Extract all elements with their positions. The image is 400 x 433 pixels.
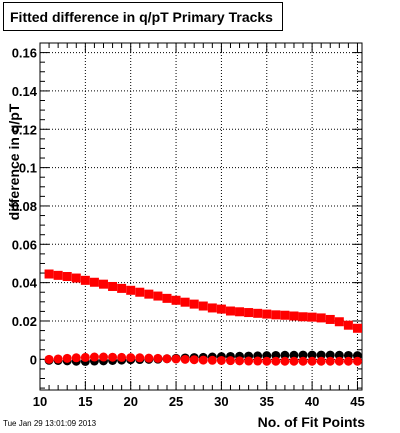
- y-tick-label: 0.06: [12, 237, 37, 252]
- y-tick-label: 0.08: [12, 199, 37, 214]
- data-point-circle: [189, 355, 199, 365]
- data-point-square: [98, 279, 108, 289]
- data-layer: [44, 269, 362, 366]
- data-point-circle: [126, 353, 136, 363]
- data-point-circle: [44, 354, 54, 364]
- x-tick-label: 35: [260, 394, 274, 409]
- data-point-circle: [135, 353, 145, 363]
- y-axis-label: difference in q/pT: [6, 103, 22, 220]
- data-point-circle: [334, 356, 344, 366]
- y-tick-label: 0.02: [12, 314, 37, 329]
- data-point-circle: [216, 355, 226, 365]
- data-point-circle: [307, 356, 317, 366]
- data-point-square: [108, 281, 118, 291]
- data-point-circle: [62, 353, 72, 363]
- axis-layer: 10 15 20 25 30 35 40 45 0 0.02 0.04 0.06 0.08 0.1 0.12…: [12, 42, 365, 409]
- data-point-circle: [271, 356, 281, 366]
- x-tick-label: 10: [33, 394, 47, 409]
- data-point-circle: [207, 355, 217, 365]
- data-point-square: [307, 312, 317, 322]
- y-tick-label: 0.16: [12, 46, 37, 61]
- data-point-square: [198, 301, 208, 311]
- y-tick-label: 0.1: [19, 161, 37, 176]
- data-point-circle: [289, 356, 299, 366]
- data-point-square: [280, 310, 290, 320]
- plot-frame: [39, 42, 363, 391]
- data-point-circle: [325, 356, 335, 366]
- data-point-square: [325, 314, 335, 324]
- data-point-circle: [71, 353, 81, 363]
- data-point-circle: [180, 354, 190, 364]
- data-point-square: [216, 304, 226, 314]
- data-point-circle: [298, 356, 308, 366]
- data-point-square: [135, 287, 145, 297]
- data-point-circle: [89, 352, 99, 362]
- y-tick-label: 0: [30, 352, 37, 367]
- y-tick-label: 0.04: [12, 276, 38, 291]
- data-point-square: [53, 270, 63, 280]
- data-point-circle: [253, 356, 263, 366]
- data-point-circle: [352, 356, 362, 366]
- data-point-square: [334, 317, 344, 327]
- data-point-circle: [117, 352, 127, 362]
- data-point-circle: [225, 356, 235, 366]
- data-point-square: [352, 323, 362, 333]
- data-point-square: [298, 312, 308, 322]
- y-tick-label: 0.14: [12, 84, 38, 99]
- x-tick-label: 20: [123, 394, 137, 409]
- data-point-square: [144, 289, 154, 299]
- x-tick-label: 25: [169, 394, 183, 409]
- data-point-square: [162, 293, 172, 303]
- data-point-square: [189, 299, 199, 309]
- chart-title: Fitted difference in q/pT Primary Tracks: [10, 9, 273, 25]
- data-point-circle: [198, 355, 208, 365]
- data-point-square: [207, 303, 217, 313]
- data-point-square: [71, 273, 81, 283]
- data-point-square: [80, 275, 90, 285]
- data-point-square: [235, 307, 245, 317]
- x-tick-label: 45: [350, 394, 364, 409]
- data-point-square: [343, 320, 353, 330]
- grid-layer: [39, 43, 362, 390]
- data-point-circle: [144, 353, 154, 363]
- x-axis-label: No. of Fit Points: [258, 414, 366, 430]
- y-tick-label: 0.12: [12, 122, 37, 137]
- data-point-square: [153, 291, 163, 301]
- data-point-circle: [171, 354, 181, 364]
- data-point-square: [171, 295, 181, 305]
- data-point-circle: [343, 356, 353, 366]
- data-point-circle: [153, 353, 163, 363]
- data-point-circle: [162, 354, 172, 364]
- data-point-square: [316, 313, 326, 323]
- data-point-circle: [80, 352, 90, 362]
- data-point-circle: [53, 354, 63, 364]
- data-point-circle: [262, 356, 272, 366]
- data-point-square: [262, 309, 272, 319]
- data-point-square: [225, 306, 235, 316]
- data-point-circle: [244, 356, 254, 366]
- data-point-circle: [280, 356, 290, 366]
- x-tick-label: 15: [78, 394, 92, 409]
- data-point-circle: [235, 356, 245, 366]
- data-point-square: [271, 310, 281, 320]
- data-point-square: [244, 308, 254, 318]
- data-point-square: [89, 277, 99, 287]
- x-tick-label: 40: [305, 394, 319, 409]
- x-tick-label: 30: [214, 394, 228, 409]
- timestamp: Tue Jan 29 13:01:09 2013: [3, 419, 97, 428]
- chart-title-box: Fitted difference in q/pT Primary Tracks: [3, 2, 283, 31]
- data-point-circle: [316, 356, 326, 366]
- data-point-square: [117, 283, 127, 293]
- data-point-square: [289, 311, 299, 321]
- data-point-circle: [98, 352, 108, 362]
- data-point-square: [62, 272, 72, 282]
- data-point-circle: [108, 352, 118, 362]
- data-point-square: [253, 308, 263, 318]
- data-point-square: [126, 285, 136, 295]
- data-point-square: [180, 297, 190, 307]
- data-point-square: [44, 269, 54, 279]
